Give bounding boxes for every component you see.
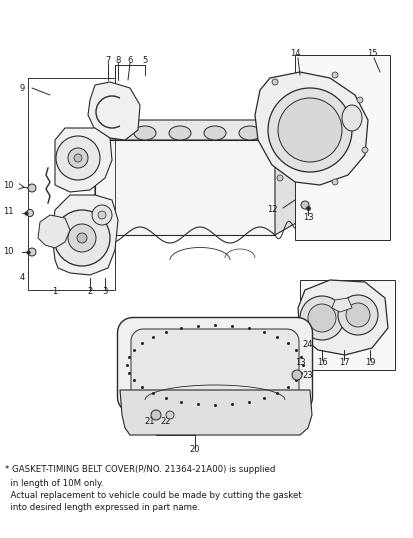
Text: 8: 8 [115,55,121,65]
Text: 11: 11 [3,208,13,216]
Text: 2: 2 [87,287,93,296]
Polygon shape [95,120,130,235]
Text: 24: 24 [302,341,313,350]
Polygon shape [274,120,309,235]
Polygon shape [299,280,394,370]
Text: 20: 20 [189,445,200,455]
Circle shape [68,148,88,168]
Text: 13: 13 [294,358,304,367]
Text: into desired length expressed in part name.: into desired length expressed in part na… [5,503,199,512]
Circle shape [331,179,337,185]
Text: 23: 23 [302,372,313,380]
Text: 14: 14 [289,48,299,58]
Polygon shape [294,55,389,240]
Circle shape [277,98,341,162]
Text: 10: 10 [3,247,13,257]
Circle shape [276,175,282,181]
Text: 15: 15 [366,48,376,58]
Polygon shape [38,215,70,248]
Circle shape [271,79,277,85]
Text: * GASKET-TIMING BELT COVER(P/NO. 21364-21A00) is supplied: * GASKET-TIMING BELT COVER(P/NO. 21364-2… [5,465,275,474]
Text: in length of 10M only.: in length of 10M only. [5,479,103,488]
Bar [28,78,115,290]
Circle shape [98,211,106,219]
Text: 7: 7 [105,55,110,65]
Circle shape [331,72,337,78]
Text: 12: 12 [266,206,277,215]
Text: 1: 1 [52,287,57,296]
Polygon shape [95,140,274,235]
Text: Actual replacement to vehicle could be made by cutting the gasket: Actual replacement to vehicle could be m… [5,491,301,500]
Polygon shape [52,195,118,275]
Circle shape [77,233,87,243]
Polygon shape [55,128,112,192]
Ellipse shape [169,126,190,140]
Circle shape [300,201,308,209]
Circle shape [28,184,36,192]
Circle shape [28,248,36,256]
Text: 16: 16 [316,358,327,367]
Text: 3: 3 [102,287,107,296]
Text: 10: 10 [3,181,13,189]
Circle shape [337,295,377,335]
Polygon shape [297,280,387,355]
Circle shape [356,97,362,103]
Text: 4: 4 [19,273,24,282]
Circle shape [74,154,82,162]
Ellipse shape [204,126,225,140]
Ellipse shape [341,105,361,131]
Polygon shape [88,82,140,140]
Polygon shape [131,329,298,401]
Circle shape [54,210,110,266]
Ellipse shape [134,126,156,140]
Circle shape [56,136,100,180]
Circle shape [166,411,173,419]
Circle shape [267,88,351,172]
Text: 21: 21 [145,417,155,427]
Text: 5: 5 [142,55,147,65]
Polygon shape [95,120,309,140]
Circle shape [26,209,33,216]
Text: 22: 22 [160,417,171,427]
Circle shape [291,370,301,380]
Polygon shape [117,317,312,413]
Text: 13: 13 [302,214,313,223]
Circle shape [299,296,343,340]
Circle shape [361,147,367,153]
Circle shape [307,304,335,332]
Polygon shape [331,298,351,312]
Circle shape [345,303,369,327]
Text: 19: 19 [364,358,374,367]
Text: 9: 9 [19,83,24,93]
Text: 17: 17 [338,358,349,367]
Circle shape [92,205,112,225]
Ellipse shape [238,126,260,140]
Circle shape [68,224,96,252]
Text: 6: 6 [127,55,133,65]
Polygon shape [254,72,367,185]
Circle shape [151,410,161,420]
Polygon shape [120,390,311,435]
